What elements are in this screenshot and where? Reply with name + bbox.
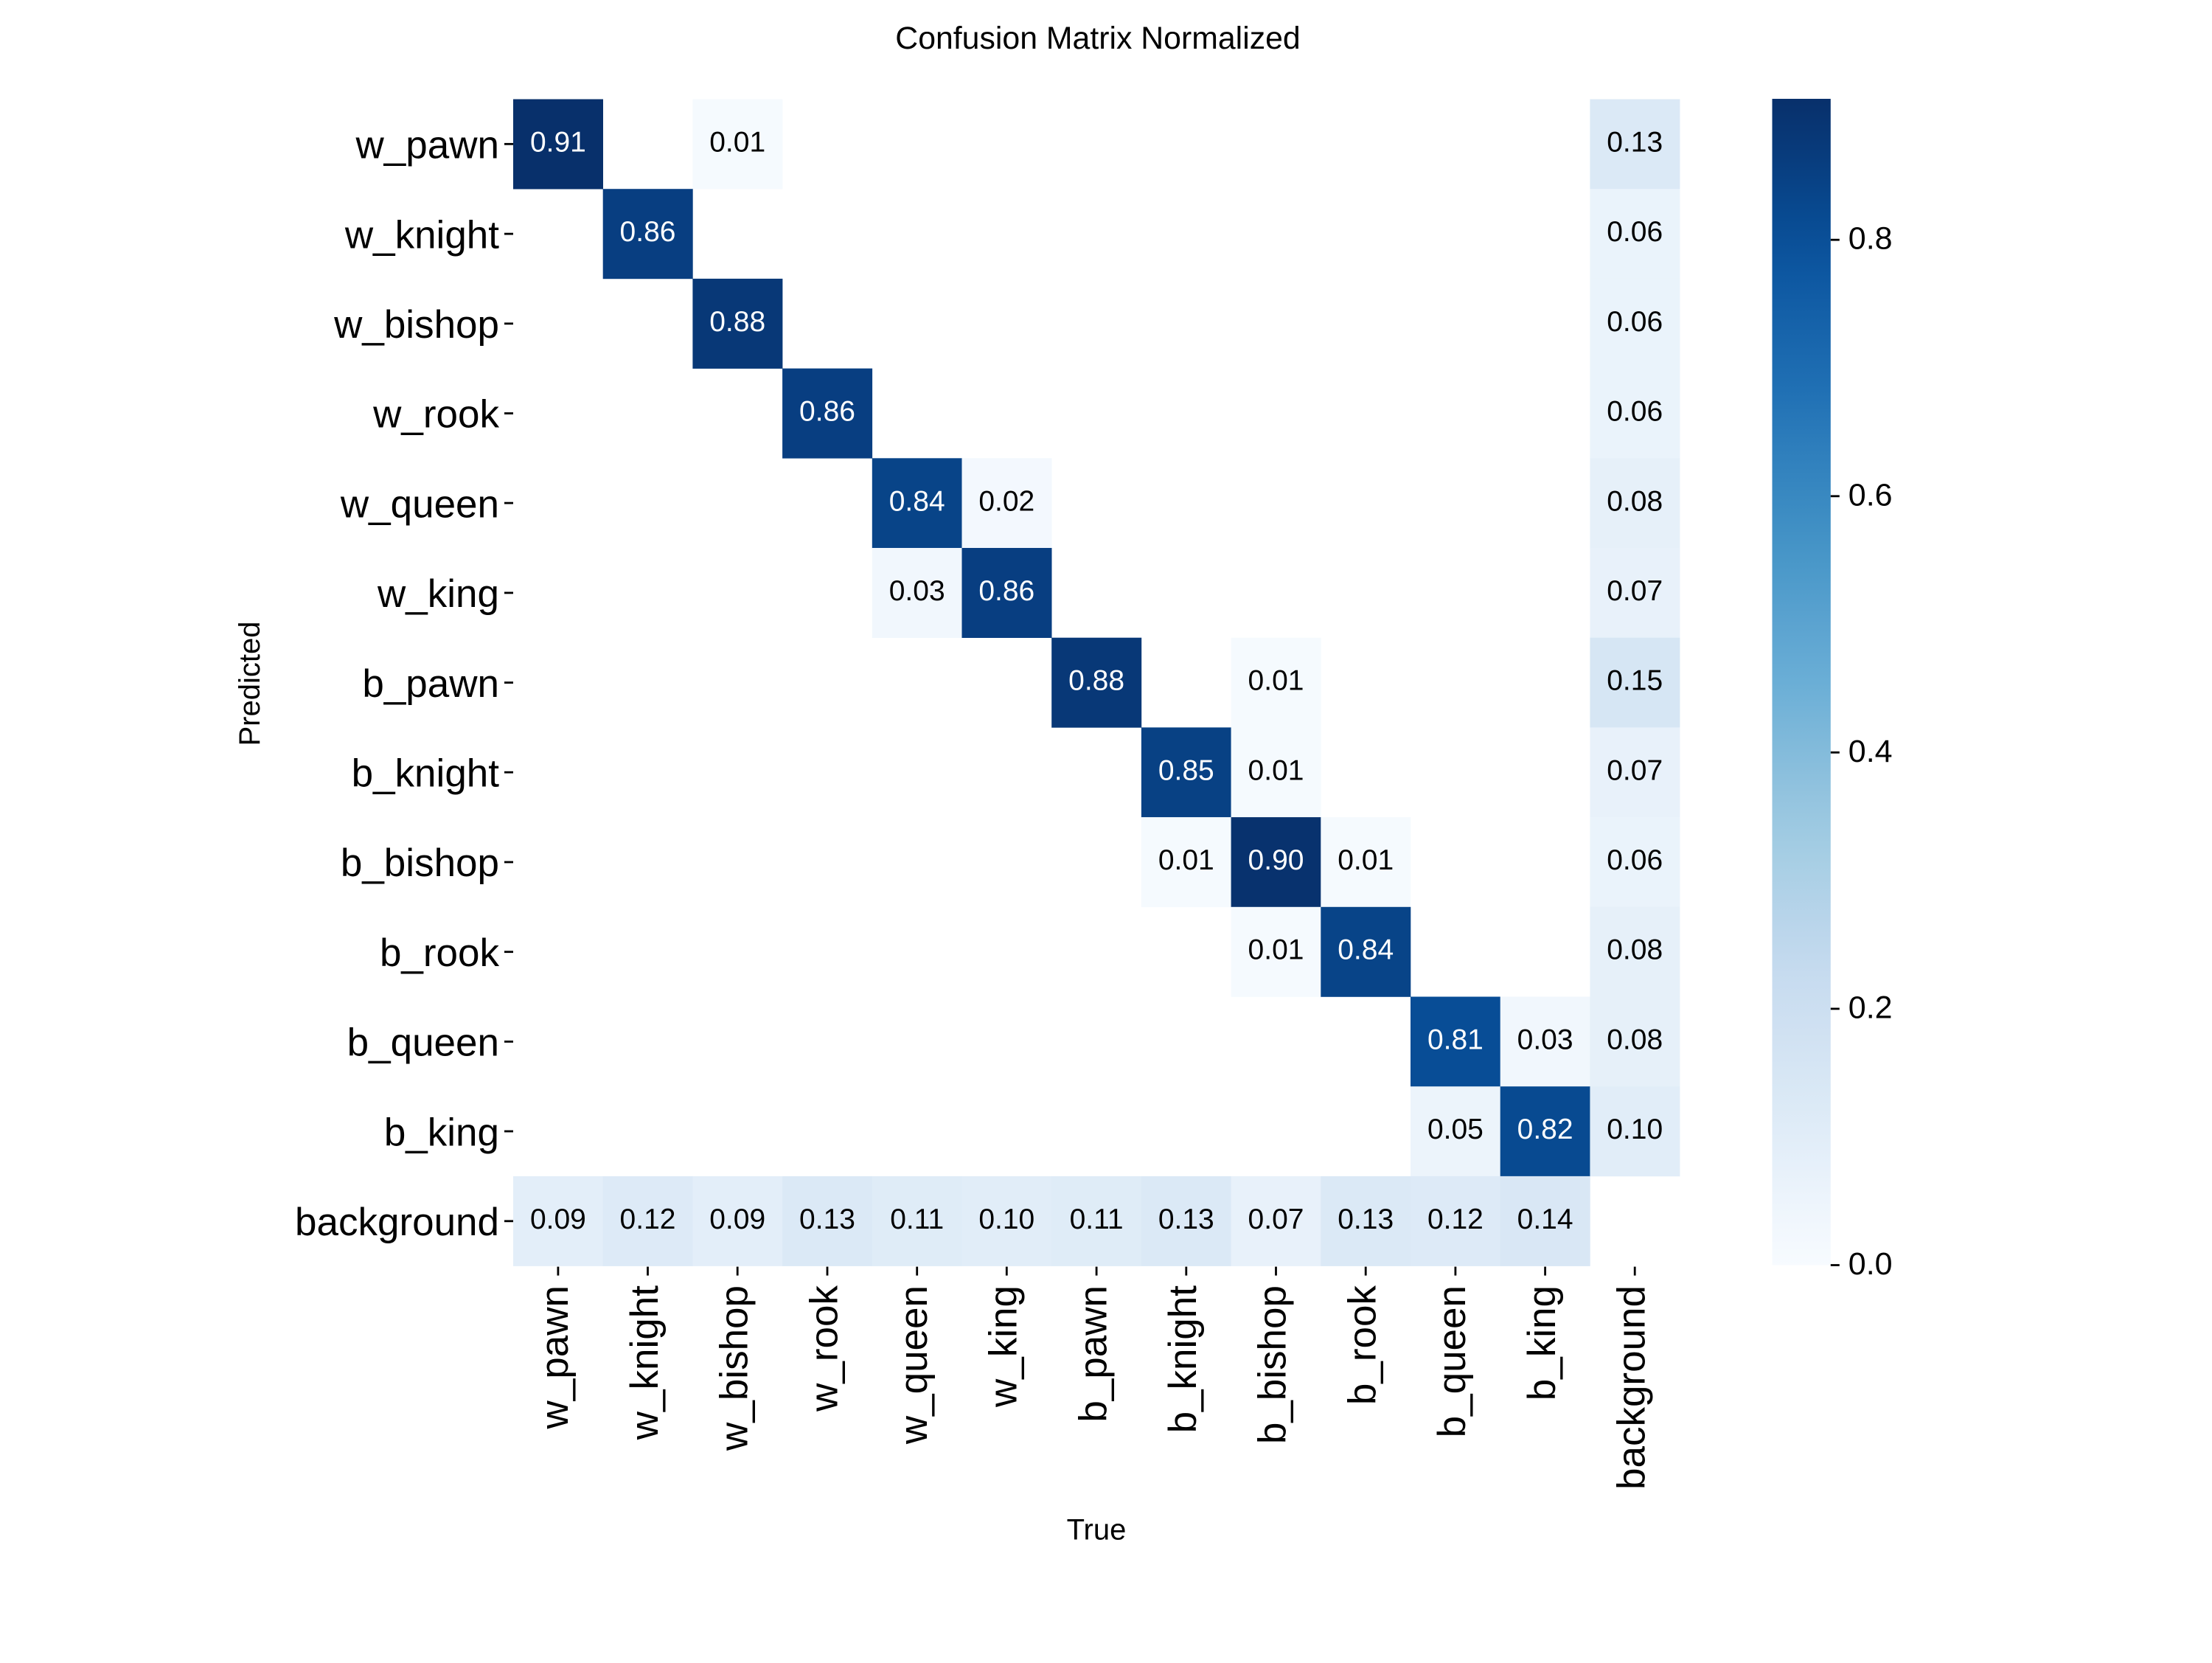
svg-text:b_pawn: b_pawn xyxy=(362,662,499,706)
svg-text:b_king: b_king xyxy=(1520,1285,1564,1400)
svg-text:0.10: 0.10 xyxy=(1607,1114,1663,1145)
svg-text:Predicted: Predicted xyxy=(234,622,266,746)
svg-text:background: background xyxy=(1610,1285,1654,1490)
svg-text:b_knight: b_knight xyxy=(352,752,500,796)
svg-text:0.02: 0.02 xyxy=(978,485,1034,517)
svg-text:0.4: 0.4 xyxy=(1848,734,1893,769)
svg-text:0.03: 0.03 xyxy=(1517,1024,1573,1056)
svg-text:True: True xyxy=(1067,1514,1127,1546)
svg-text:0.86: 0.86 xyxy=(799,396,855,428)
svg-text:b_rook: b_rook xyxy=(1341,1285,1385,1406)
svg-text:0.88: 0.88 xyxy=(709,306,765,338)
svg-text:0.86: 0.86 xyxy=(620,216,676,248)
svg-text:b_bishop: b_bishop xyxy=(1251,1285,1295,1444)
svg-text:0.07: 0.07 xyxy=(1607,754,1663,786)
svg-text:w_knight: w_knight xyxy=(623,1285,667,1440)
svg-text:b_king: b_king xyxy=(384,1111,499,1154)
svg-text:w_bishop: w_bishop xyxy=(713,1285,757,1451)
svg-text:b_knight: b_knight xyxy=(1161,1285,1205,1434)
svg-text:0.01: 0.01 xyxy=(1248,665,1304,697)
svg-text:0.07: 0.07 xyxy=(1607,575,1663,607)
svg-text:0.01: 0.01 xyxy=(1248,754,1304,786)
svg-text:b_queen: b_queen xyxy=(347,1021,499,1065)
svg-text:0.13: 0.13 xyxy=(1607,126,1663,158)
svg-text:0.13: 0.13 xyxy=(1338,1204,1394,1235)
svg-text:0.13: 0.13 xyxy=(1158,1204,1214,1235)
svg-text:w_bishop: w_bishop xyxy=(333,303,499,347)
svg-text:0.84: 0.84 xyxy=(889,485,945,517)
svg-text:0.11: 0.11 xyxy=(1070,1204,1124,1235)
svg-text:0.05: 0.05 xyxy=(1427,1114,1484,1145)
svg-text:0.6: 0.6 xyxy=(1848,477,1893,513)
svg-text:b_bishop: b_bishop xyxy=(341,841,499,885)
svg-text:w_queen: w_queen xyxy=(892,1285,936,1445)
svg-text:0.01: 0.01 xyxy=(709,126,765,158)
svg-text:background: background xyxy=(295,1201,499,1244)
svg-text:0.81: 0.81 xyxy=(1427,1024,1484,1056)
svg-text:0.01: 0.01 xyxy=(1248,934,1304,966)
svg-text:Confusion Matrix Normalized: Confusion Matrix Normalized xyxy=(895,21,1300,56)
svg-text:0.10: 0.10 xyxy=(978,1204,1034,1235)
svg-text:0.91: 0.91 xyxy=(530,126,586,158)
svg-text:w_king: w_king xyxy=(377,572,499,616)
svg-text:0.86: 0.86 xyxy=(978,575,1034,607)
svg-text:w_knight: w_knight xyxy=(344,213,499,257)
svg-text:b_pawn: b_pawn xyxy=(1071,1285,1115,1423)
svg-text:0.14: 0.14 xyxy=(1517,1204,1573,1235)
svg-text:0.01: 0.01 xyxy=(1338,844,1394,876)
svg-text:0.2: 0.2 xyxy=(1848,990,1893,1025)
svg-text:0.84: 0.84 xyxy=(1338,934,1394,966)
svg-text:w_pawn: w_pawn xyxy=(355,124,499,167)
svg-text:0.06: 0.06 xyxy=(1607,306,1663,338)
svg-text:0.88: 0.88 xyxy=(1068,665,1124,697)
svg-text:0.15: 0.15 xyxy=(1607,665,1663,697)
svg-text:0.06: 0.06 xyxy=(1607,216,1663,248)
svg-text:0.12: 0.12 xyxy=(620,1204,676,1235)
svg-text:b_queen: b_queen xyxy=(1430,1285,1474,1437)
svg-text:0.06: 0.06 xyxy=(1607,844,1663,876)
svg-text:0.11: 0.11 xyxy=(890,1204,944,1235)
svg-text:0.08: 0.08 xyxy=(1607,485,1663,517)
svg-text:0.01: 0.01 xyxy=(1158,844,1214,876)
svg-text:0.90: 0.90 xyxy=(1248,844,1304,876)
svg-text:0.08: 0.08 xyxy=(1607,934,1663,966)
svg-text:0.09: 0.09 xyxy=(530,1204,586,1235)
svg-text:0.06: 0.06 xyxy=(1607,396,1663,428)
svg-text:w_queen: w_queen xyxy=(340,482,499,526)
svg-text:0.09: 0.09 xyxy=(709,1204,765,1235)
svg-text:w_king: w_king xyxy=(982,1285,1026,1408)
svg-text:w_rook: w_rook xyxy=(802,1285,846,1412)
svg-text:w_rook: w_rook xyxy=(372,393,499,437)
svg-text:w_pawn: w_pawn xyxy=(533,1285,577,1429)
svg-text:0.13: 0.13 xyxy=(799,1204,855,1235)
svg-text:b_rook: b_rook xyxy=(380,931,500,975)
svg-text:0.08: 0.08 xyxy=(1607,1024,1663,1056)
svg-text:0.8: 0.8 xyxy=(1848,221,1893,257)
svg-text:0.03: 0.03 xyxy=(889,575,945,607)
svg-text:0.85: 0.85 xyxy=(1158,754,1214,786)
svg-text:0.07: 0.07 xyxy=(1248,1204,1304,1235)
svg-text:0.82: 0.82 xyxy=(1517,1114,1573,1145)
svg-text:0.0: 0.0 xyxy=(1848,1246,1893,1282)
svg-text:0.12: 0.12 xyxy=(1427,1204,1484,1235)
